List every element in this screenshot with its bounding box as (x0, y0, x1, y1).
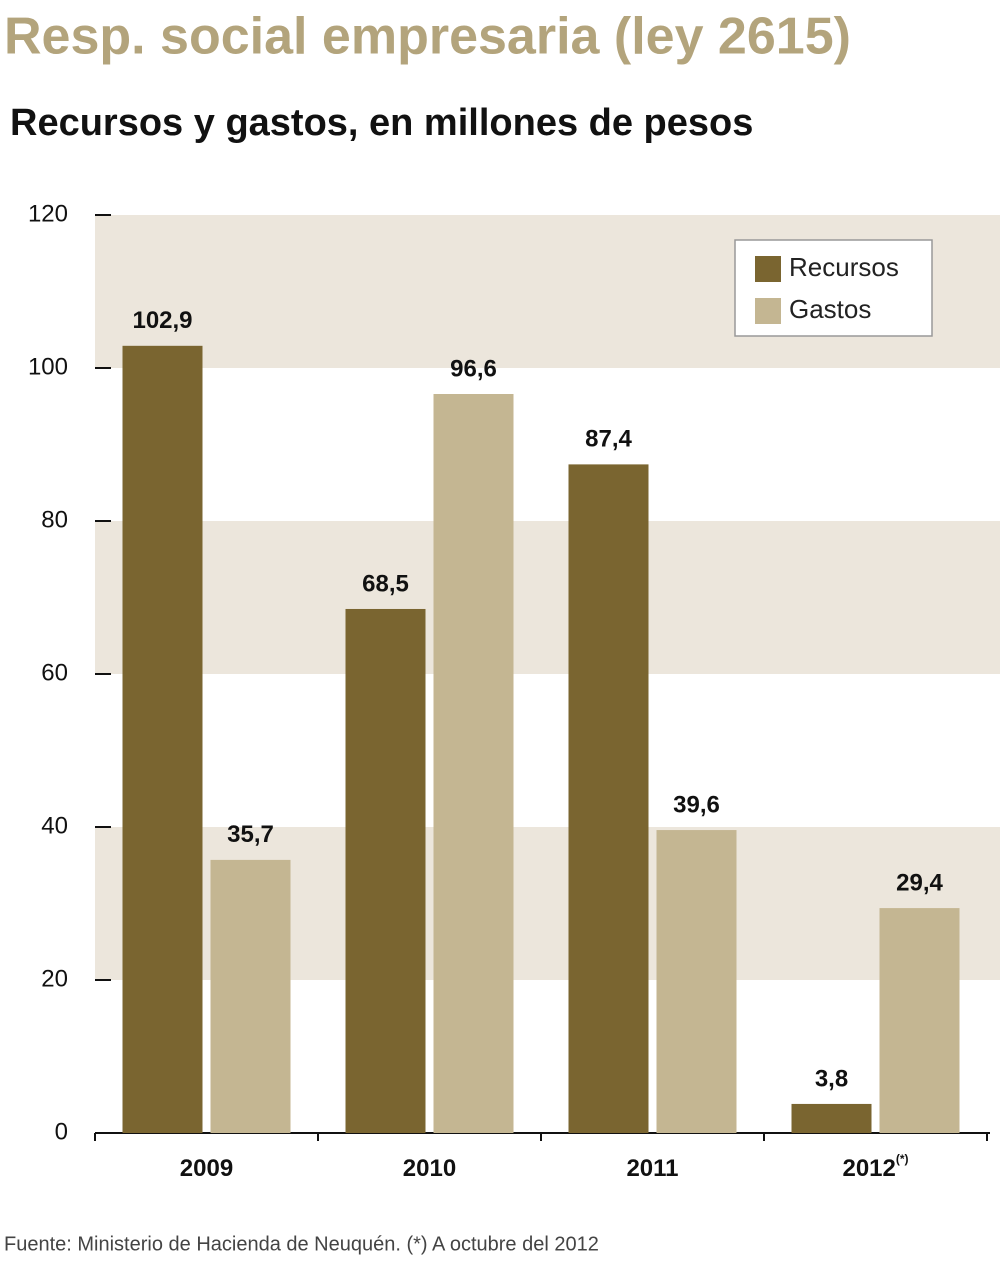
bar (656, 830, 737, 1133)
chart-subtitle: Recursos y gastos, en millones de pesos (10, 102, 753, 144)
chart-title: Resp. social empresaria (ley 2615) (4, 8, 851, 66)
bar (568, 464, 649, 1133)
x-tick-label: 2009 (180, 1155, 233, 1182)
legend-swatch (755, 256, 781, 282)
source-note: Fuente: Ministerio de Hacienda de Neuqué… (4, 1233, 599, 1255)
bar (122, 345, 203, 1133)
value-label: 35,7 (227, 821, 274, 848)
x-tick-superscript: (*) (896, 1152, 909, 1166)
x-tick-label: 2011 (626, 1155, 678, 1182)
value-label: 29,4 (896, 869, 943, 896)
x-tick-text: 2012 (842, 1155, 895, 1182)
y-tick-label: 60 (41, 659, 68, 686)
legend: Recursos Gastos (734, 239, 933, 337)
x-tick-label: 2010 (403, 1155, 456, 1182)
value-label: 68,5 (362, 570, 409, 597)
y-tick-label: 80 (41, 506, 68, 533)
legend-label: Recursos (789, 252, 899, 282)
bar (433, 394, 514, 1133)
value-label: 87,4 (585, 426, 632, 453)
x-tick-label: 2012(*) (842, 1152, 908, 1182)
bar (879, 908, 960, 1133)
y-tick-label: 120 (28, 200, 68, 227)
value-label: 102,9 (132, 307, 192, 334)
value-label: 96,6 (450, 355, 497, 382)
bar (210, 859, 291, 1133)
value-label: 39,6 (673, 791, 720, 818)
y-tick-label: 100 (28, 353, 68, 380)
x-tick-text: 2009 (180, 1155, 233, 1182)
x-tick-text: 2011 (626, 1155, 678, 1182)
legend-swatch (755, 298, 781, 324)
y-tick-label: 20 (41, 965, 68, 992)
value-label: 3,8 (815, 1065, 848, 1092)
y-tick-label: 0 (55, 1118, 68, 1145)
y-tick-label: 40 (41, 812, 68, 839)
legend-label: Gastos (789, 294, 871, 324)
bar (345, 608, 426, 1133)
x-tick-text: 2010 (403, 1155, 456, 1182)
grid-band (95, 521, 1000, 674)
bar (791, 1103, 872, 1133)
